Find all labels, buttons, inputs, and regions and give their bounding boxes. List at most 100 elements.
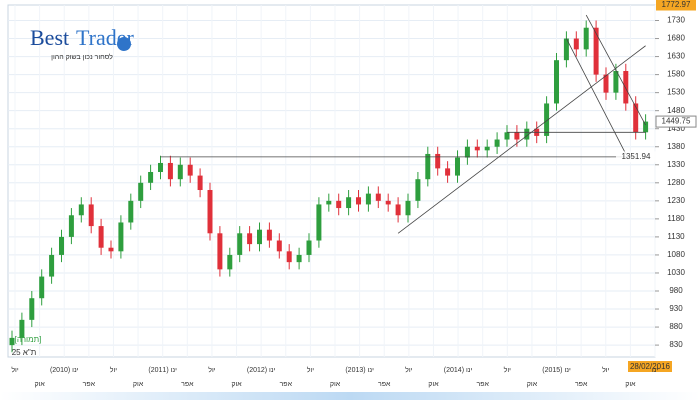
x-tick-label: אוק [231,381,242,388]
y-tick-label: 1630 [667,52,685,61]
support-label: 1351.94 [622,152,651,161]
candle-body [68,215,74,237]
candle-body [296,254,302,263]
grid [8,5,656,357]
x-tick-label: יול [11,366,19,374]
candle-body [464,146,470,158]
candle-body [524,128,530,140]
candle-body [316,204,322,241]
candle-body [266,229,272,241]
support-label-box [616,151,656,163]
x-tick-label: אפר [575,381,588,388]
candle-body [375,193,381,201]
candle-body [385,200,391,205]
date-box [628,361,672,372]
y-tick-label: 1030 [667,268,685,277]
x-tick-label: ינו (2012) [247,367,276,374]
candle-body [455,157,460,176]
trend-line [566,38,627,155]
candle-body [563,38,569,61]
candle-body [88,204,94,227]
candle-body [177,164,183,180]
candle-body [633,103,639,133]
candle-body [544,103,550,136]
candle-body [9,337,15,346]
y-tick-label: 1530 [667,88,685,97]
candle-body [167,162,173,180]
candle-body [395,204,401,216]
y-tick-label: 1580 [667,70,685,79]
x-tick-label: יול [110,366,118,374]
candle-body [593,27,599,75]
x-tick-label: יול [307,366,315,374]
candle-body [257,229,262,245]
x-tick-label: ינו (2015) [542,367,571,374]
y-tick-label: 880 [669,322,683,331]
candle-body [336,200,342,209]
candle-body [286,251,292,263]
candle-body [415,179,421,201]
candle-body [365,193,371,205]
x-tick-label: אפר [280,381,293,388]
x-tick-label: אפר [83,381,96,388]
x-tick-label: ינו (2013) [345,367,374,374]
y-tick-label: 1680 [667,34,685,43]
last-price-label: 1449.75 [662,117,691,126]
y-tick-label: 1280 [667,178,685,187]
x-tick-label: אפר [378,381,391,388]
candle-body [494,139,500,147]
candle-body [138,182,144,201]
y-tick-label: 1480 [667,106,685,115]
y-tick-label: 1430 [667,124,685,133]
x-tick-label: ינו (2014) [444,367,473,374]
tagline: לסחור נכון בשוק ההון [51,53,113,61]
candle-body [59,236,64,255]
candle-body [554,60,559,104]
candle-body [217,233,223,270]
mode-label: [תמורה] [15,335,42,344]
max-label: 1772.97 [662,0,691,9]
y-tick-label: 1330 [667,160,685,169]
candle-body [29,298,35,320]
trend-line [397,45,646,234]
candle-body [405,200,411,216]
candle-body [227,254,233,270]
x-tick-label: ינו (2011) [148,367,177,374]
y-tick-label: 1730 [667,16,685,25]
x-tick-label: יול [208,366,216,374]
candle-body [108,247,114,252]
y-tick-label: 830 [669,340,683,349]
candle-body [276,240,282,252]
x-tick-label: אוק [34,381,45,388]
candle-body [158,162,163,172]
y-tick-label: 930 [669,304,683,313]
x-tick-label: אוק [527,381,538,388]
candle-body [445,168,451,176]
date-label: 28/02/2016 [630,362,671,371]
y-tick-label: 1180 [667,214,685,223]
candle-body [484,146,490,151]
y-tick-label: 1080 [667,250,685,259]
trend-line [585,14,646,126]
candle-body [623,71,629,104]
brand-first: Best [30,25,69,50]
candle-body [237,233,243,255]
candle-body [197,175,203,191]
candle-body [583,27,589,50]
x-tick-label: ינו [652,367,659,374]
y-tick-label: 980 [669,286,683,295]
candle-body [435,153,441,169]
candle-body [39,276,45,299]
candle-body [474,146,480,151]
x-tick-label: אוק [330,381,341,388]
x-tick-label: אפר [181,381,194,388]
x-tick-label: אפר [476,381,489,388]
last-price-label-box [655,115,697,128]
candle-body [356,197,361,205]
candle-body [78,204,84,216]
instrument-label: ת"א 25 [12,348,37,357]
candle-body [613,71,619,93]
candle-body [247,233,253,245]
candle-body [207,190,213,234]
candle-body [49,254,55,277]
